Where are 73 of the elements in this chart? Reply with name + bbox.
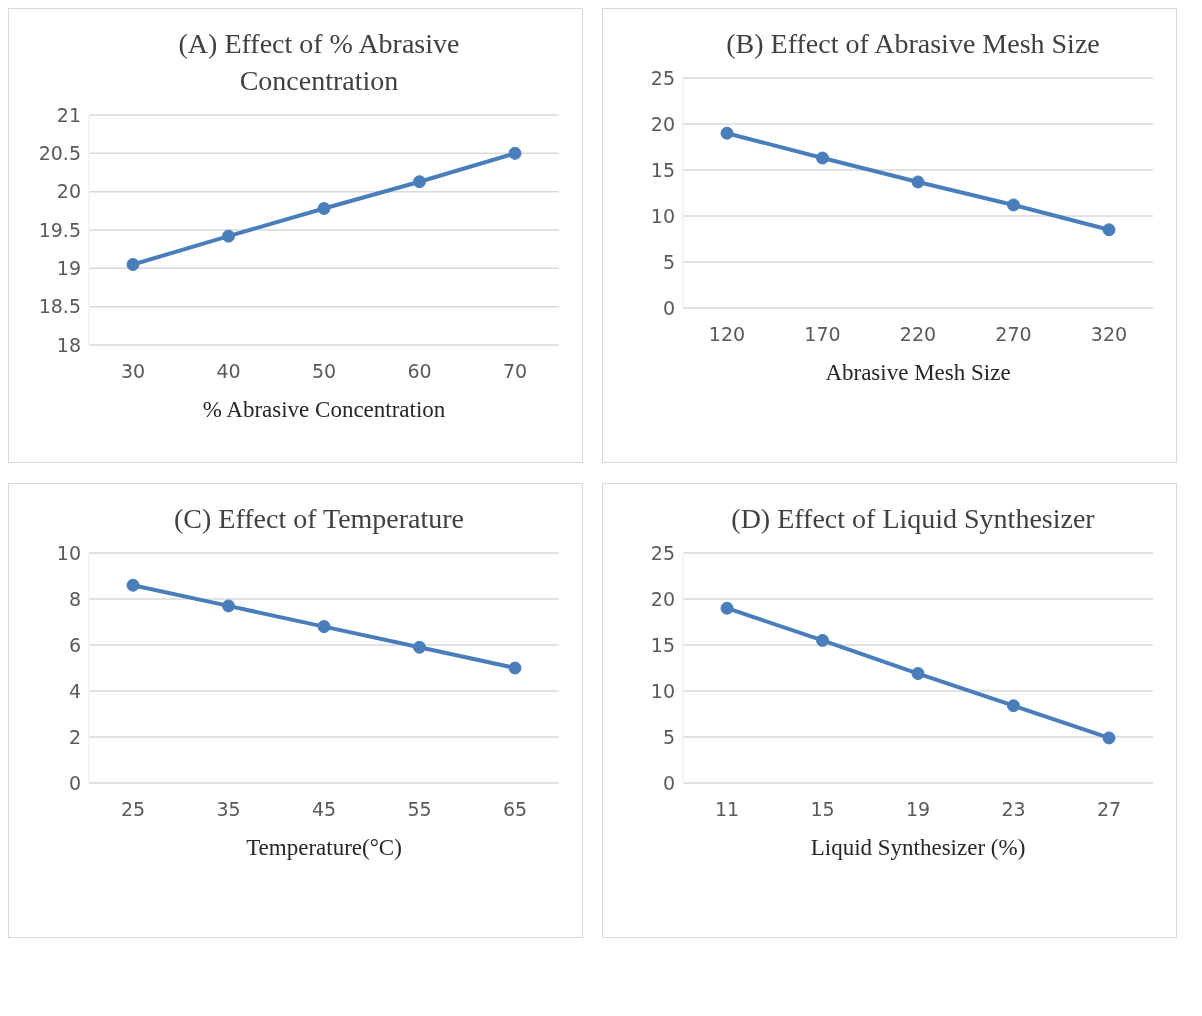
x-tick-label: 50: [311, 360, 337, 383]
x-tick-label: 70: [502, 360, 528, 383]
point: [222, 229, 235, 243]
x-tick-label: 60: [407, 360, 432, 383]
y-tick-label: 19.5: [38, 218, 81, 241]
y-tick-label: 18.5: [38, 295, 81, 318]
x-tick-label: 120: [708, 323, 746, 346]
point: [413, 175, 426, 189]
point: [126, 258, 140, 271]
point: [911, 175, 925, 189]
point: [508, 146, 522, 160]
y-tick-label: 5: [662, 250, 675, 273]
point: [126, 578, 140, 592]
x-tick-label: 27: [1096, 798, 1122, 821]
chart-title: (B) Effect of Abrasive Mesh Size: [725, 27, 1101, 61]
x-axis-title: Abrasive Mesh Size: [825, 360, 1011, 385]
point: [720, 126, 734, 140]
y-tick-label: 10: [650, 204, 675, 227]
y-tick-label: 15: [650, 633, 675, 656]
y-tick-label: 0: [68, 771, 81, 794]
x-tick-label: 30: [120, 360, 146, 383]
x-tick-label: 15: [810, 798, 835, 821]
x-tick-label: 23: [1001, 798, 1026, 821]
y-tick-label: 4: [68, 679, 81, 702]
y-tick-label: 25: [650, 66, 675, 89]
y-tick-label: 8: [68, 587, 81, 610]
y-tick-label: 2: [68, 725, 81, 748]
point: [1102, 731, 1116, 745]
x-tick-label: 11: [714, 798, 740, 821]
point: [508, 661, 522, 675]
y-tick-label: 0: [662, 771, 675, 794]
y-tick-label: 20: [650, 112, 675, 135]
point: [1007, 198, 1020, 212]
point: [816, 633, 829, 647]
y-tick-label: 0: [662, 296, 675, 319]
x-tick-label: 35: [216, 798, 241, 821]
point: [317, 202, 331, 216]
x-tick-label: 25: [120, 798, 146, 821]
point: [720, 601, 734, 615]
point: [1102, 223, 1116, 237]
chart-title: (C) Effect of Temperature: [172, 502, 466, 536]
point: [413, 640, 426, 654]
y-tick-label: 6: [68, 633, 81, 656]
x-tick-label: 170: [804, 323, 841, 346]
y-tick-label: 5: [662, 725, 675, 748]
y-tick-label: 10: [56, 541, 81, 564]
x-tick-label: 55: [407, 798, 432, 821]
point: [222, 599, 235, 613]
x-axis-title: % Abrasive Concentration: [202, 397, 446, 422]
chart-title: (A) Effect of % Abrasive Concentration: [177, 27, 461, 98]
y-tick-label: 25: [650, 541, 675, 564]
y-tick-label: 10: [650, 679, 675, 702]
point: [1007, 699, 1020, 713]
y-tick-label: 20.5: [38, 142, 81, 165]
x-tick-label: 220: [899, 323, 937, 346]
y-tick-label: 19: [56, 257, 81, 280]
x-tick-label: 19: [905, 798, 931, 821]
point: [816, 151, 829, 165]
y-tick-label: 18: [56, 333, 81, 356]
x-tick-label: 65: [502, 798, 528, 821]
y-tick-label: 21: [56, 103, 81, 126]
x-axis-title: Liquid Synthesizer (%): [810, 835, 1026, 860]
point: [911, 667, 925, 681]
y-tick-label: 15: [650, 158, 675, 181]
point: [317, 620, 331, 634]
chart-title: (D) Effect of Liquid Synthesizer: [730, 502, 1096, 536]
x-tick-label: 320: [1090, 323, 1128, 346]
x-axis-title: Temperature(°C): [246, 835, 402, 860]
y-tick-label: 20: [650, 587, 675, 610]
x-tick-label: 40: [216, 360, 241, 383]
x-tick-label: 270: [995, 323, 1032, 346]
y-tick-label: 20: [56, 180, 81, 203]
x-tick-label: 45: [311, 798, 337, 821]
